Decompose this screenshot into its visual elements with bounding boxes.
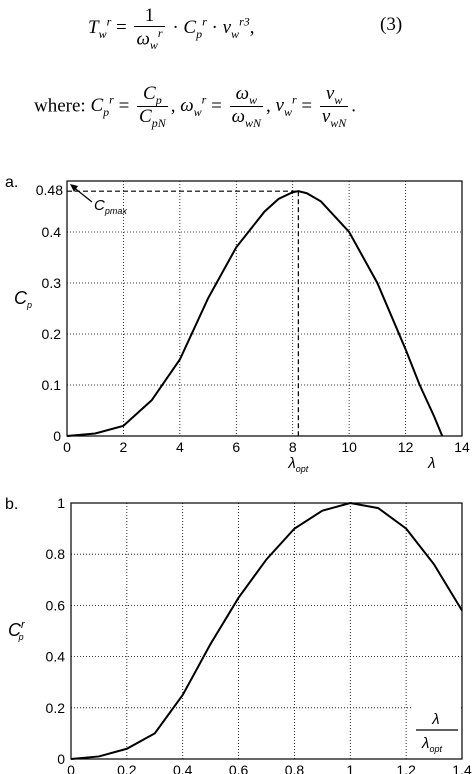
- equation-3: Twr = 1 ωwr · Cpr · vwr3,: [88, 5, 255, 53]
- chart-b-ytick-label: 0: [57, 751, 65, 767]
- power-coefficient-symbol: Cpr: [183, 14, 207, 41]
- chart-b-xtick-label: 0.2: [117, 762, 137, 774]
- chart-a-xlabel: λ: [427, 455, 435, 472]
- chart-b-ytick-label: 0.4: [46, 649, 66, 665]
- chart-b-xtick-label: 0.4: [173, 762, 193, 774]
- chart-a-ytick-label: 0.1: [42, 377, 62, 393]
- chart-a-ylabel: Cp: [14, 288, 32, 310]
- chart-a-xtick-label: 14: [454, 439, 470, 455]
- chart-b-xtick-label: 0.8: [285, 762, 305, 774]
- wind-speed-symbol: vwr3: [222, 14, 250, 41]
- chart-b-xlabel-num: λ: [431, 711, 439, 728]
- chart-b-xtick-label: 0.6: [229, 762, 249, 774]
- chart-b-xtick-label: 1: [346, 762, 354, 774]
- cp-ratio-fraction: Cp CpN: [137, 83, 168, 131]
- chart-b-panel-label: b.: [5, 496, 18, 513]
- chart-a-xlabel-lambda-opt: λopt: [287, 455, 308, 474]
- v-ratio-fraction: vw vwN: [319, 83, 349, 131]
- chart-b-ytick-label: 0.8: [46, 546, 66, 562]
- torque-symbol: Twr: [88, 14, 112, 41]
- chart-a-series-line: [66, 190, 444, 437]
- chart-b-ylabel: Cr p: [8, 619, 26, 642]
- chart-a-ytick-label-peak: 0.48: [36, 182, 63, 198]
- chart-b-ytick-label: 0.2: [46, 700, 66, 716]
- chart-a-ytick-label: 0.2: [42, 326, 62, 342]
- chart-b-ytick-label: 0.6: [46, 597, 66, 613]
- chart-b-xtick-label: 1.4: [452, 762, 472, 774]
- chart-a-ytick-label: 0.3: [42, 275, 62, 291]
- chart-b-xlabel-bg: [412, 705, 460, 753]
- chart-a-ytick-label: 0: [53, 428, 61, 444]
- omega-ratio-fraction: ωw ωwN: [229, 83, 263, 131]
- chart-a-xtick-label: 12: [398, 439, 414, 455]
- chart-a-ytick-label: 0.4: [42, 224, 62, 240]
- chart-a-xtick-label: 10: [341, 439, 357, 455]
- chart-a-annotation-cpmax: Cpmax: [94, 197, 127, 216]
- chart-b-ytick-label: 1: [57, 495, 65, 511]
- chart-a-xtick-label: 6: [232, 439, 240, 455]
- chart-a-frame: [66, 180, 463, 437]
- equation-number: (3): [380, 14, 403, 35]
- where-line: where: Cpr = Cp CpN , ωwr = ωw ωwN , vwr…: [34, 83, 357, 131]
- equation-fraction: 1 ωwr: [134, 5, 165, 53]
- chart-b-xtick-label: 0: [67, 762, 75, 774]
- chart-a-xtick-label: 8: [289, 439, 297, 455]
- chart-a-xtick-label: 4: [176, 439, 184, 455]
- chart-b-frame: [70, 502, 463, 760]
- chart-b-xtick-label: 1.2: [396, 762, 416, 774]
- chart-a-xtick-label: 0: [63, 439, 71, 455]
- chart-a-panel-label: a.: [5, 174, 18, 191]
- chart-a-xtick-label: 2: [120, 439, 128, 455]
- chart-a-annotation-arrowhead: [70, 184, 78, 192]
- chart-b-series-line: [70, 501, 463, 760]
